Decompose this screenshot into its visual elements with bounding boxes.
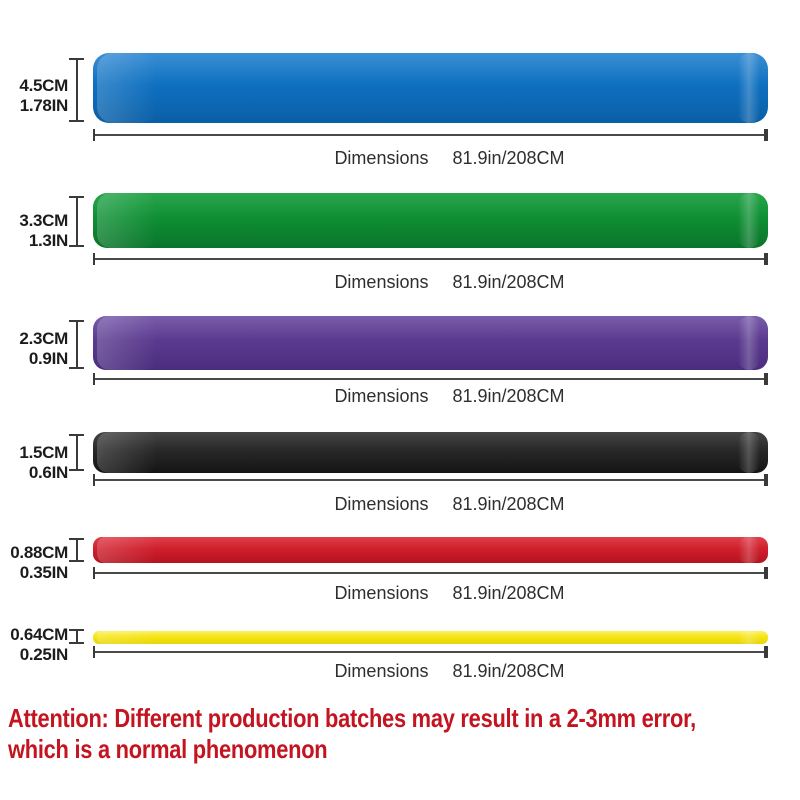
dimensions-word: Dimensions — [334, 661, 429, 681]
band-width-label: 0.64CM 0.25IN — [0, 625, 68, 665]
length-dimensions-label: Dimensions 81.9in/208CM — [93, 272, 768, 292]
dimensions-value: 81.9in/208CM — [452, 148, 565, 168]
width-measure-bracket — [69, 629, 84, 644]
length-dimensions-label: Dimensions 81.9in/208CM — [93, 494, 768, 514]
width-measure-bracket — [69, 196, 84, 247]
width-measure-bracket — [69, 320, 84, 369]
width-cm-value: 4.5CM — [19, 76, 68, 95]
dimensions-word: Dimensions — [334, 494, 429, 514]
dimensions-value: 81.9in/208CM — [452, 386, 565, 406]
resistance-band-black — [93, 432, 768, 473]
band-width-label: 0.88CM 0.35IN — [0, 543, 68, 583]
length-dimensions-label: Dimensions 81.9in/208CM — [93, 583, 768, 603]
resistance-band-red — [93, 537, 768, 563]
dimensions-value: 81.9in/208CM — [452, 661, 565, 681]
resistance-band-yellow — [93, 631, 768, 644]
dimensions-value: 81.9in/208CM — [452, 272, 565, 292]
width-cm-value: 1.5CM — [19, 443, 68, 462]
attention-line-1: Attention: Different production batches … — [8, 703, 696, 733]
resistance-band-green — [93, 193, 768, 248]
width-cm-value: 2.3CM — [19, 329, 68, 348]
attention-line-2: which is a normal phenomenon — [8, 734, 328, 764]
attention-note: Attention: Different production batches … — [8, 703, 696, 765]
dimensions-word: Dimensions — [334, 272, 429, 292]
resistance-band-purple — [93, 316, 768, 370]
width-cm-value: 0.88CM — [10, 543, 68, 562]
length-measure-line — [93, 253, 768, 265]
dimensions-word: Dimensions — [334, 583, 429, 603]
width-measure-bracket — [69, 434, 84, 471]
length-measure-line — [93, 373, 768, 385]
band-width-label: 4.5CM 1.78IN — [0, 76, 68, 116]
length-measure-line — [93, 646, 768, 658]
length-dimensions-label: Dimensions 81.9in/208CM — [93, 661, 768, 681]
band-width-label: 2.3CM 0.9IN — [0, 329, 68, 369]
dimensions-value: 81.9in/208CM — [452, 583, 565, 603]
width-in-value: 1.3IN — [28, 231, 68, 250]
length-measure-line — [93, 129, 768, 141]
width-in-value: 0.9IN — [28, 349, 68, 368]
length-measure-line — [93, 474, 768, 486]
width-in-value: 0.6IN — [28, 463, 68, 482]
band-width-label: 1.5CM 0.6IN — [0, 443, 68, 483]
width-in-value: 1.78IN — [19, 96, 69, 115]
length-dimensions-label: Dimensions 81.9in/208CM — [93, 148, 768, 168]
band-width-label: 3.3CM 1.3IN — [0, 211, 68, 251]
width-cm-value: 0.64CM — [10, 625, 68, 644]
dimensions-word: Dimensions — [334, 386, 429, 406]
width-in-value: 0.35IN — [19, 563, 69, 582]
dimensions-value: 81.9in/208CM — [452, 494, 565, 514]
length-measure-line — [93, 567, 768, 579]
dimensions-word: Dimensions — [334, 148, 429, 168]
width-measure-bracket — [69, 538, 84, 562]
resistance-band-blue — [93, 53, 768, 123]
width-in-value: 0.25IN — [19, 645, 69, 664]
width-measure-bracket — [69, 58, 84, 122]
width-cm-value: 3.3CM — [19, 211, 68, 230]
length-dimensions-label: Dimensions 81.9in/208CM — [93, 386, 768, 406]
